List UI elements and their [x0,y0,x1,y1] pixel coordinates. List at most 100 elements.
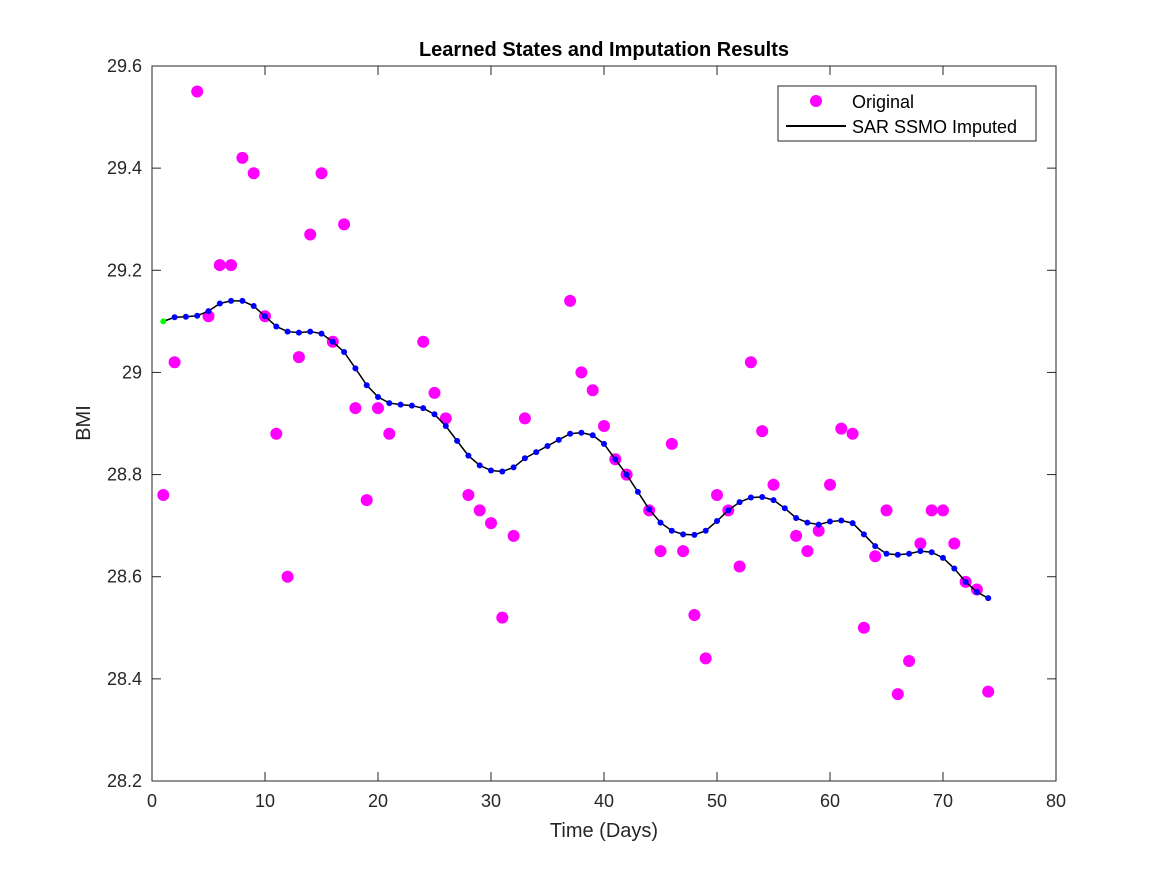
original-point [462,489,475,501]
original-point [665,437,678,450]
original-point [372,402,384,415]
legend: Original SAR SSMO Imputed [777,85,1037,142]
original-point [496,611,509,624]
original-point [315,167,328,180]
state-point [736,499,743,506]
original-point [225,259,238,272]
state-point [714,518,720,525]
original-point [948,537,961,550]
original-point [575,366,588,379]
original-point [247,167,260,180]
state-point [555,436,562,443]
x-axis-label: Time (Days) [550,820,658,842]
state-point [578,429,585,436]
state-point [906,550,913,557]
original-point [428,386,441,399]
state-point [973,589,980,596]
x-tick-label: 40 [594,791,614,811]
original-point [654,545,667,558]
state-point [838,517,845,524]
chart-title: Learned States and Imputation Results [419,39,789,61]
state-point [182,313,189,320]
state-point [307,328,314,335]
state-point [646,506,653,513]
original-point [473,504,486,517]
state-point [872,543,879,550]
original-point [857,621,870,634]
state-point [759,494,766,501]
y-tick-label: 29 [122,362,142,382]
original-point [903,654,916,667]
axis-ticks: 0 10 20 30 40 50 60 70 80 28.2 28.4 28.6 28.8 29 29.2 2… [107,56,1066,811]
state-point [985,595,992,602]
legend-label-imputed: SAR SSMO Imputed [852,117,1017,137]
y-tick-label: 29.2 [107,260,142,280]
state-point [341,349,348,355]
original-point [925,504,938,517]
state-point [273,323,280,330]
x-tick-label: 20 [368,791,388,811]
original-point [937,504,949,517]
original-point [869,550,882,563]
original-point [304,228,317,241]
state-point [160,318,167,325]
state-point [171,314,178,321]
original-point [767,478,780,491]
original-point [485,517,497,530]
state-point [386,400,393,407]
state-point [793,514,800,521]
legend-label-original: Original [852,92,914,112]
state-point [702,527,709,534]
state-point [883,550,890,557]
state-point [295,329,302,336]
original-point [157,489,170,501]
state-point [408,402,415,409]
x-tick-label: 50 [707,791,727,811]
x-tick-label: 30 [481,791,501,811]
original-point [191,85,204,98]
x-tick-label: 80 [1046,791,1066,811]
original-point [756,425,769,438]
original-point [733,560,746,573]
state-point [567,430,574,437]
state-point [262,313,268,320]
original-point [338,218,351,231]
original-point [790,529,803,542]
original-point [518,412,531,425]
state-point [397,401,404,408]
original-point [281,570,294,583]
original-point [835,422,848,435]
original-point [711,489,723,501]
original-point [360,494,373,507]
original-point [982,685,995,698]
state-point [284,328,291,335]
state-point [951,565,958,572]
original-point [213,259,226,272]
y-tick-label: 28.8 [107,465,142,485]
state-point [612,456,619,463]
state-point [510,464,517,471]
state-point [804,519,811,526]
state-point [962,578,969,585]
state-point [668,527,675,534]
original-point [292,351,305,364]
original-point [270,427,283,440]
state-point [329,338,336,345]
state-point [589,432,596,439]
original-point [744,356,757,369]
state-point [442,423,449,430]
state-point [691,531,698,538]
state-point [634,488,641,495]
state-point [375,393,381,400]
state-point [849,520,856,527]
original-point [824,478,836,491]
y-tick-label: 28.2 [107,771,142,791]
state-point [770,497,777,504]
original-point [383,427,396,440]
state-point [239,297,246,304]
original-point [168,356,181,369]
original-point [688,609,701,622]
state-point [827,518,833,525]
state-point [228,297,235,304]
